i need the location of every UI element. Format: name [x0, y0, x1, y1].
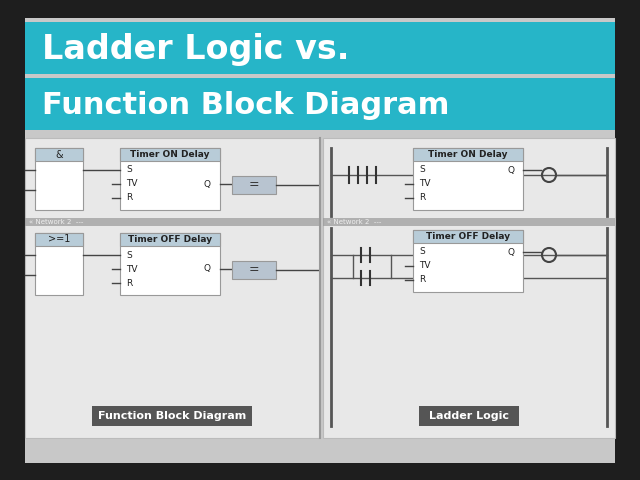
Text: >=1: >=1: [48, 235, 70, 244]
Bar: [25, 138, 320, 438]
Bar: [25, 78, 615, 130]
Bar: [413, 148, 523, 161]
Text: Ladder Logic: Ladder Logic: [429, 411, 509, 421]
Text: S: S: [126, 166, 132, 175]
Bar: [120, 148, 220, 210]
Text: Q: Q: [204, 180, 211, 189]
Text: R: R: [126, 193, 132, 203]
Text: Function Block Diagram: Function Block Diagram: [98, 411, 246, 421]
Bar: [419, 406, 519, 426]
Text: TV: TV: [126, 180, 138, 189]
Text: « Network 2  ---: « Network 2 ---: [29, 219, 83, 225]
Text: S: S: [126, 251, 132, 260]
Bar: [413, 230, 523, 243]
Bar: [232, 176, 276, 194]
Bar: [120, 233, 220, 246]
Text: &: &: [55, 149, 63, 159]
Bar: [413, 230, 523, 292]
Text: =: =: [249, 264, 259, 276]
Text: Q: Q: [507, 166, 514, 175]
Text: Function Block Diagram: Function Block Diagram: [42, 92, 449, 120]
Text: Timer OFF Delay: Timer OFF Delay: [426, 232, 510, 241]
Text: R: R: [126, 278, 132, 288]
Bar: [35, 148, 83, 210]
Text: TV: TV: [419, 180, 431, 189]
Bar: [25, 218, 320, 226]
Text: Timer ON Delay: Timer ON Delay: [131, 150, 210, 159]
Bar: [25, 130, 615, 138]
Text: R: R: [419, 276, 425, 285]
Text: Q: Q: [204, 264, 211, 274]
Bar: [35, 148, 83, 161]
Text: S: S: [419, 166, 425, 175]
Bar: [323, 138, 615, 438]
Text: « Network 2  ---: « Network 2 ---: [327, 219, 381, 225]
Bar: [35, 233, 83, 246]
Text: R: R: [419, 193, 425, 203]
Text: Timer ON Delay: Timer ON Delay: [428, 150, 508, 159]
Bar: [120, 233, 220, 295]
Bar: [35, 233, 83, 295]
Bar: [120, 148, 220, 161]
Text: TV: TV: [126, 264, 138, 274]
Bar: [25, 22, 615, 74]
Bar: [413, 148, 523, 210]
Text: TV: TV: [419, 262, 431, 271]
Text: Q: Q: [507, 248, 514, 256]
Text: Timer OFF Delay: Timer OFF Delay: [128, 235, 212, 244]
Bar: [232, 261, 276, 279]
Bar: [323, 218, 615, 226]
Text: =: =: [249, 179, 259, 192]
Text: Ladder Logic vs.: Ladder Logic vs.: [42, 34, 349, 67]
Bar: [92, 406, 252, 426]
Text: S: S: [419, 248, 425, 256]
